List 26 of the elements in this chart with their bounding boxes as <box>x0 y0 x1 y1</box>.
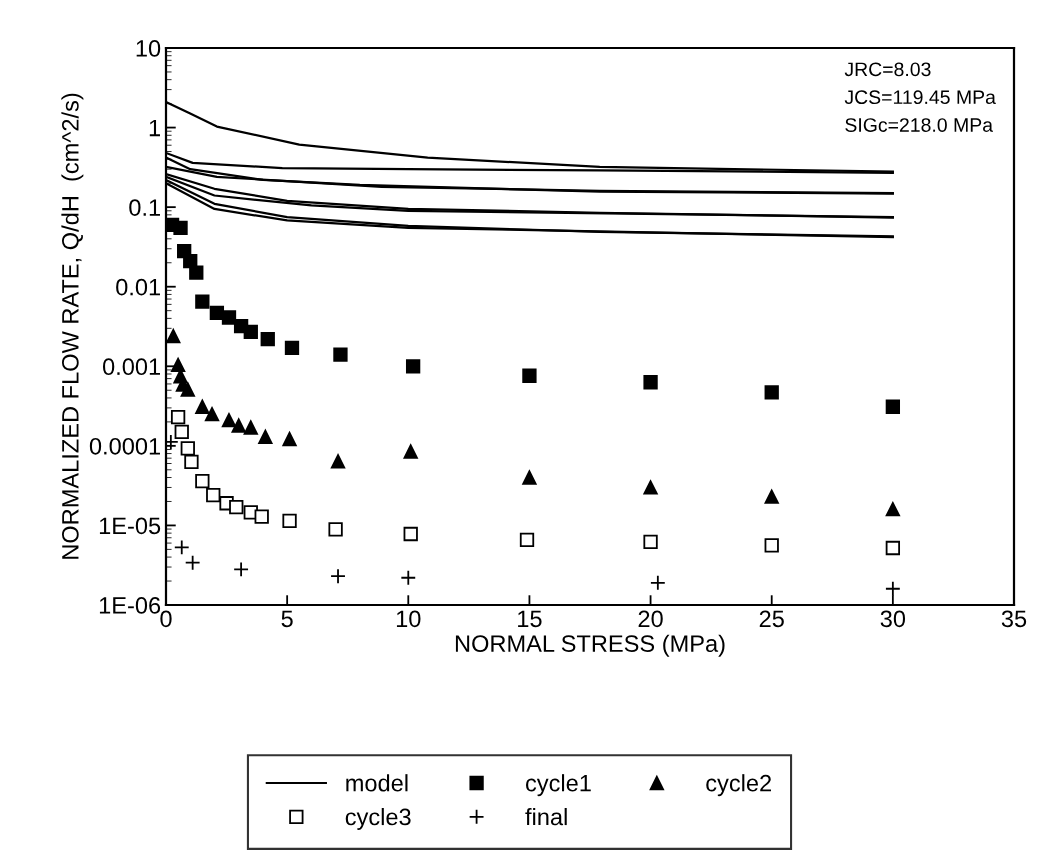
x-tick-label: 35 <box>1001 610 1027 628</box>
x-tick-label: 25 <box>759 610 784 628</box>
x-tick-label: 15 <box>518 610 542 628</box>
y-tick-label: 1 <box>149 119 160 137</box>
x-axis-title: NORMAL STRESS (MPa) <box>455 634 725 657</box>
y-tick-label: 1E-05 <box>99 517 161 535</box>
legend-label: cycle3 <box>345 807 411 830</box>
x-tick-label: 30 <box>880 610 906 628</box>
y-tick-label: 0.0001 <box>89 437 160 455</box>
y-tick-label: 1E-06 <box>99 597 161 614</box>
y-axis-title: NORMALIZED FLOW RATE, Q/dH (cm^2/s) <box>61 93 84 559</box>
y-tick-label: 0.1 <box>129 199 160 216</box>
y-tick-label: 0.001 <box>102 358 160 376</box>
annotation: SIGc=218.0 MPa <box>845 118 994 132</box>
legend-label: cycle2 <box>706 774 771 797</box>
legend-label: final <box>525 807 567 826</box>
y-tick-label: 10 <box>136 40 161 57</box>
annotation: JRC=8.03 <box>844 62 931 77</box>
x-tick-label: 5 <box>281 610 293 628</box>
annotation: JCS=119.45 MPa <box>844 90 996 105</box>
y-tick-label: 0.01 <box>116 278 160 296</box>
x-tick-label: 0 <box>160 610 172 628</box>
legend-label: cycle1 <box>526 774 591 797</box>
x-tick-label: 10 <box>396 610 421 628</box>
legend-label: model <box>346 774 408 792</box>
x-tick-label: 20 <box>638 610 663 628</box>
